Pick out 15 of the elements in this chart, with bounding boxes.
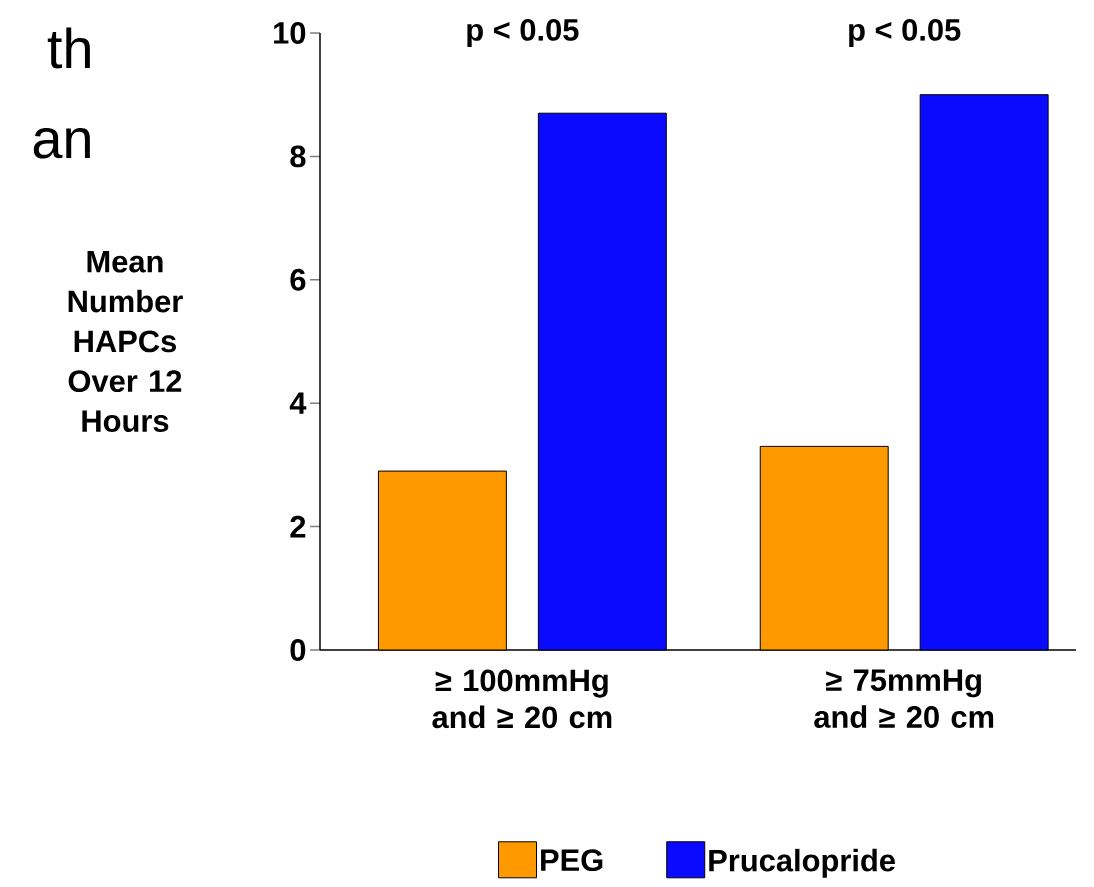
annotation: p < 0.05 xyxy=(849,19,961,47)
y-tick-label: 6 xyxy=(290,268,306,291)
x-tick-label: ≥ 100mmHg and ≥ 20 cm xyxy=(432,669,612,729)
legend-label: PEG xyxy=(541,849,603,872)
legend-label: Prucalopride xyxy=(709,848,895,878)
y-tick-label: 4 xyxy=(289,392,307,414)
y-tick-label: 10 xyxy=(274,22,306,44)
y-tick-label: 2 xyxy=(290,515,306,538)
y-tick-label: 8 xyxy=(290,145,306,168)
text: th xyxy=(47,27,90,69)
text: an xyxy=(33,127,90,159)
x-tick-label: ≥ 75mmHg and ≥ 20 cm xyxy=(814,669,994,728)
y-tick-label: 0 xyxy=(290,639,306,661)
y-axis-title: Mean Number HAPCs Over 12 Hours xyxy=(68,251,183,432)
annotation: p < 0.05 xyxy=(467,19,579,47)
